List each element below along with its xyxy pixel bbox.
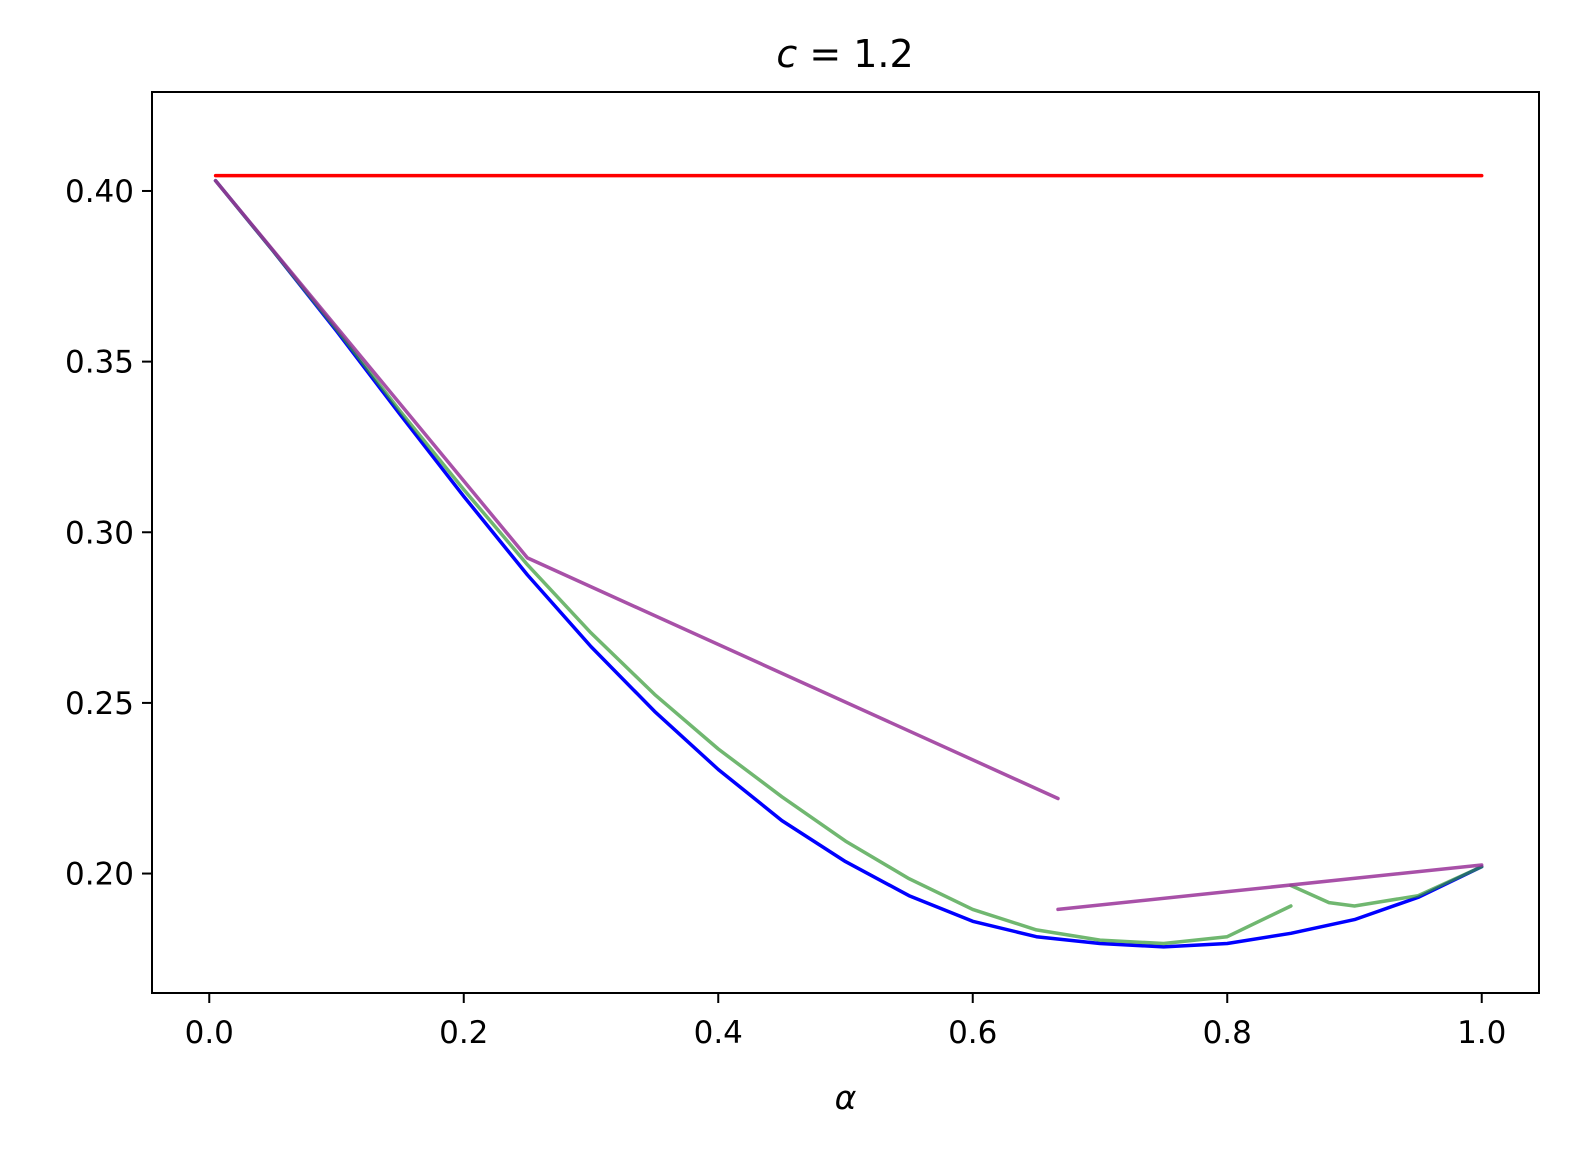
- x-tick-label: 0.4: [694, 1015, 743, 1051]
- title-variable: c: [776, 32, 797, 76]
- svg-text:c = 1.2: c = 1.2: [776, 32, 913, 76]
- y-tick-label: 0.20: [65, 857, 134, 893]
- x-tick-label: 0.0: [185, 1015, 234, 1051]
- chart-title: c = 1.2: [776, 32, 913, 76]
- x-tick-label: 0.2: [439, 1015, 488, 1051]
- x-tick-label: 1.0: [1457, 1015, 1506, 1051]
- series-line-3: [213, 178, 1293, 946]
- series-line-5: [213, 178, 1060, 801]
- series-layer: [213, 173, 1484, 949]
- y-tick-label: 0.30: [65, 515, 134, 551]
- x-tick-label: 0.8: [1203, 1015, 1252, 1051]
- plot-area-frame: [151, 91, 1540, 994]
- series-line-4: [1289, 864, 1484, 908]
- x-tick-label: 0.6: [948, 1015, 997, 1051]
- title-value: 1.2: [853, 32, 913, 76]
- y-tick-label: 0.35: [65, 345, 134, 381]
- title-operator: =: [797, 32, 853, 76]
- x-axis-label: α: [835, 1078, 857, 1117]
- series-line-2: [213, 178, 1484, 949]
- y-tick-label: 0.25: [65, 686, 134, 722]
- y-tick-label: 0.40: [65, 174, 134, 210]
- x-axis: 0.0 0.2 0.4 0.6 0.8 1.0: [185, 993, 1506, 1051]
- series-line-6: [1056, 863, 1484, 912]
- y-axis: 0.20 0.25 0.30 0.35 0.40: [65, 174, 152, 893]
